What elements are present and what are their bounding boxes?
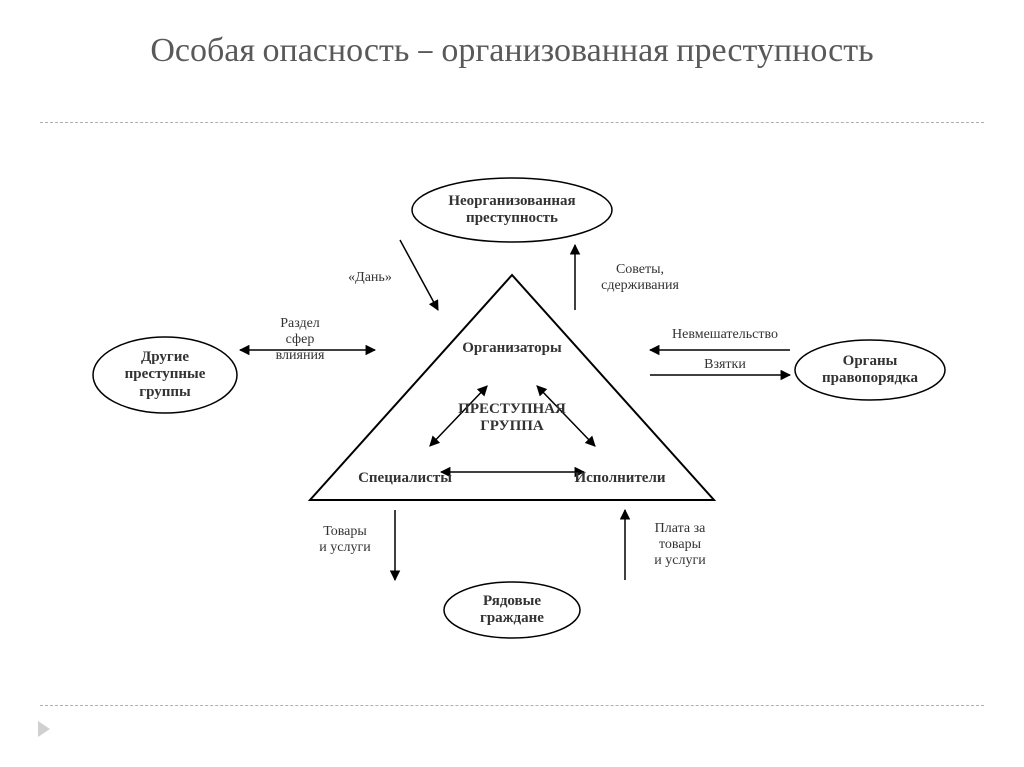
edge-label-advice: Советы, сдерживания (520, 262, 760, 294)
edge-label-tribute: «Дань» (250, 270, 490, 286)
triangle-label-executors: Исполнители (500, 470, 740, 487)
edge-label-bribes: Взятки (605, 357, 845, 373)
triangle-label-specialists: Специалисты (285, 470, 525, 487)
ellipse-node-bottom: Рядовые граждане (392, 593, 632, 628)
edge-label-payment: Плата за товары и услуги (560, 521, 800, 569)
edge-label-goods: Товары и услуги (225, 524, 465, 556)
ellipse-node-top: Неорганизованная преступность (392, 193, 632, 228)
edge-label-nonint: Невмешательство (605, 327, 845, 343)
triangle-label-group: ПРЕСТУПНАЯ ГРУППА (392, 401, 632, 436)
slide: { "title": "Особая опасность – организов… (0, 0, 1024, 767)
edge-label-spheres: Раздел сфер влияния (180, 316, 420, 364)
triangle-label-organizers: Организаторы (392, 340, 632, 357)
